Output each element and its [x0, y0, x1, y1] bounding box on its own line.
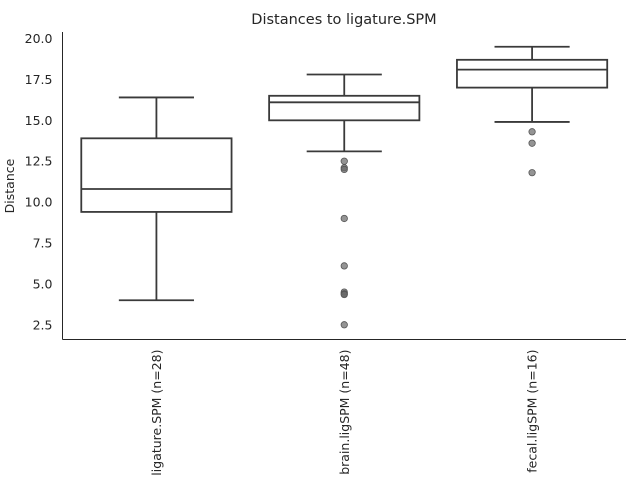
- box-group: [268, 73, 421, 329]
- outlier-point: [528, 139, 536, 147]
- outlier-point: [340, 262, 348, 270]
- y-tick-label: 2.5: [33, 317, 53, 332]
- iqr-box: [268, 94, 421, 122]
- box-group: [80, 96, 233, 302]
- y-tick-label: 20.0: [25, 31, 53, 46]
- iqr-box: [80, 137, 233, 213]
- boxes: [80, 45, 609, 329]
- outlier-point: [528, 169, 536, 177]
- outlier-point: [528, 128, 536, 136]
- x-tick-label: brain.ligSPM (n=48): [337, 350, 352, 475]
- outlier-point: [340, 290, 348, 299]
- outlier-point: [340, 214, 348, 223]
- x-ticks: ligature.SPM (n=28) brain.ligSPM (n=48) fe…: [149, 350, 540, 476]
- y-tick-label: 15.0: [25, 113, 53, 128]
- x-tick-label: fecal.ligSPM (n=16): [525, 350, 540, 473]
- y-tick-label: 5.0: [33, 276, 53, 291]
- outlier-point: [340, 157, 348, 165]
- iqr-box: [456, 58, 609, 89]
- chart-title: Distances to ligature.SPM: [251, 12, 436, 28]
- outlier-point: [340, 321, 348, 329]
- box-group: [456, 45, 609, 177]
- x-tick-label: ligature.SPM (n=28): [149, 350, 164, 476]
- outlier-point: [340, 165, 348, 173]
- y-tick-label: 12.5: [25, 154, 53, 169]
- y-tick-label: 17.5: [25, 72, 53, 87]
- y-axis-label: Distance: [2, 158, 17, 213]
- y-tick-label: 7.5: [33, 235, 53, 250]
- y-tick-label: 10.0: [25, 195, 53, 210]
- y-ticks: 2.5 5.0 7.5 10.0 12.5 15.0 17.5 20.0: [25, 31, 53, 332]
